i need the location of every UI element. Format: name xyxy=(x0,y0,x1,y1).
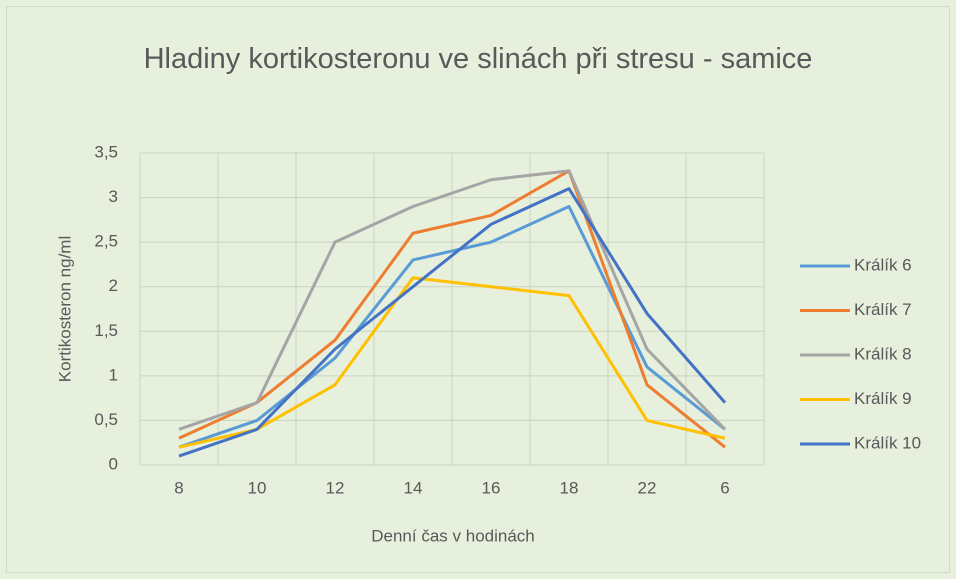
x-tick-label: 16 xyxy=(482,478,501,497)
x-tick-label: 18 xyxy=(560,478,579,497)
x-tick-label: 6 xyxy=(720,478,729,497)
y-tick-label: 3,5 xyxy=(94,142,118,161)
y-tick-label: 0 xyxy=(109,454,118,473)
y-tick-label: 2 xyxy=(109,276,118,295)
legend-label: Králík 10 xyxy=(854,433,921,452)
series-line xyxy=(178,276,726,449)
series-line xyxy=(178,169,727,431)
series-line xyxy=(178,187,727,458)
series-line xyxy=(178,169,726,449)
legend-label: Králík 7 xyxy=(854,300,912,319)
y-tick-label: 1,5 xyxy=(94,321,118,340)
legend-label: Králík 9 xyxy=(854,389,912,408)
y-axis-label: Kortikosteron ng/ml xyxy=(55,236,74,382)
y-tick-label: 2,5 xyxy=(94,232,118,251)
y-tick-label: 3 xyxy=(109,187,118,206)
legend-label: Králík 8 xyxy=(854,344,912,363)
x-tick-label: 10 xyxy=(248,478,267,497)
x-tick-label: 22 xyxy=(638,478,657,497)
legend-label: Králík 6 xyxy=(854,255,912,274)
chart-border xyxy=(6,6,950,573)
x-tick-label: 14 xyxy=(404,478,423,497)
y-tick-label: 0,5 xyxy=(94,410,118,429)
x-tick-label: 8 xyxy=(174,478,183,497)
x-axis-label: Denní čas v hodinách xyxy=(371,526,535,545)
y-tick-label: 1 xyxy=(109,365,118,384)
series-line xyxy=(178,204,726,449)
x-tick-label: 12 xyxy=(326,478,345,497)
chart-title: Hladiny kortikosteronu ve slinách při st… xyxy=(143,43,813,75)
